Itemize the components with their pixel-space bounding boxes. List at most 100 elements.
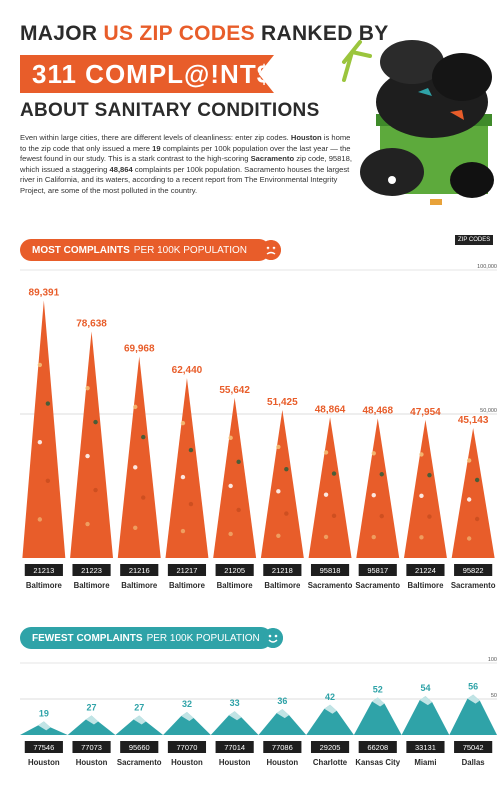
city-label: Baltimore xyxy=(264,581,301,590)
sad-face-icon xyxy=(261,240,281,260)
bar-95818 xyxy=(308,417,352,558)
zip-label: 75042 xyxy=(463,743,484,752)
ref-label-max: 100,000 xyxy=(477,264,497,270)
bar-66208 xyxy=(353,697,402,735)
bar-21205 xyxy=(213,397,257,558)
bar-mark xyxy=(451,427,495,558)
city-label: Baltimore xyxy=(121,581,158,590)
zip-label: 21218 xyxy=(272,566,293,575)
zip-label: 21224 xyxy=(415,566,436,575)
city-label: Sacramento xyxy=(355,581,400,590)
ref-label-max: 100 xyxy=(488,657,497,663)
zip-codes-tag: ZIP CODES xyxy=(455,235,494,245)
value-label: 56 xyxy=(468,682,478,692)
zip-tag-box xyxy=(167,564,207,576)
value-label: 51,425 xyxy=(267,397,298,408)
city-label: Sacramento xyxy=(117,758,162,767)
zip-label: 66208 xyxy=(367,743,388,752)
zip-tag-box xyxy=(72,564,111,576)
city-label: Dallas xyxy=(462,758,486,767)
zip-label: 77546 xyxy=(33,743,54,752)
fewest-complaints-chart: 100 50 19 77546 Houston 27 77073 Houston 27 95660… xyxy=(20,657,497,767)
bar-mark xyxy=(258,709,307,735)
bar-95817 xyxy=(356,418,400,558)
zip-label: 21223 xyxy=(81,566,102,575)
zip-tag-box xyxy=(120,564,159,576)
bar-21216 xyxy=(117,356,161,558)
zip-label: 21213 xyxy=(33,566,54,575)
zip-label: 77086 xyxy=(272,743,293,752)
zip-tag-box xyxy=(310,564,350,576)
zip-label: 21216 xyxy=(129,566,150,575)
bar-77073 xyxy=(67,715,116,735)
city-label: Houston xyxy=(267,758,299,767)
bar-mark xyxy=(165,378,209,558)
bar-mark xyxy=(356,418,400,558)
value-label: 19 xyxy=(39,708,49,718)
value-label: 69,968 xyxy=(124,343,155,354)
zip-label: 77070 xyxy=(177,743,198,752)
bar-mark xyxy=(403,419,447,558)
happy-face-icon xyxy=(263,628,283,648)
value-label: 42 xyxy=(325,692,335,702)
bar-21217 xyxy=(165,378,209,558)
zip-tag-box xyxy=(263,741,302,753)
value-label: 55,642 xyxy=(219,385,250,396)
fewest-complaints-header: FEWEST COMPLAINTS PER 100K POPULATION xyxy=(20,627,272,649)
city-label: Kansas City xyxy=(355,758,400,767)
bar-21213 xyxy=(22,300,66,558)
bar-mark xyxy=(401,696,450,735)
zip-tag-box xyxy=(72,741,111,753)
city-label: Sacramento xyxy=(308,581,353,590)
city-label: Miami xyxy=(414,758,436,767)
bar-mark xyxy=(67,715,116,735)
zip-tag-box xyxy=(310,741,350,753)
value-label: 89,391 xyxy=(29,288,60,299)
bar-21218 xyxy=(260,409,304,558)
zip-tag-box xyxy=(263,564,302,576)
ref-label-mid: 50 xyxy=(491,693,497,699)
bar-mark xyxy=(213,397,257,558)
value-label: 45,143 xyxy=(458,415,489,426)
bar-75042 xyxy=(449,694,497,735)
city-label: Charlotte xyxy=(313,758,348,767)
zip-label: 21217 xyxy=(177,566,198,575)
title-banner: 311 COMPL@!NT$ xyxy=(20,55,274,93)
value-label: 32 xyxy=(182,699,192,709)
bar-mark xyxy=(308,417,352,558)
bar-21224 xyxy=(403,419,447,558)
city-label: Sacramento xyxy=(451,581,496,590)
zip-tag-box xyxy=(215,741,254,753)
ref-label-mid: 50,000 xyxy=(480,408,497,414)
bar-77014 xyxy=(210,711,259,735)
bar-mark xyxy=(449,694,497,735)
zip-tag-box xyxy=(167,741,207,753)
bar-mark xyxy=(115,715,164,735)
zip-label: 29205 xyxy=(320,743,341,752)
trash-bin-illustration xyxy=(342,40,494,205)
bar-95822 xyxy=(451,427,495,558)
zip-tag-box xyxy=(24,741,63,753)
city-label: Houston xyxy=(171,758,203,767)
value-label: 54 xyxy=(420,683,430,693)
zip-label: 21205 xyxy=(224,566,245,575)
zip-label: 77014 xyxy=(224,743,245,752)
bar-mark xyxy=(22,300,66,558)
city-label: Houston xyxy=(76,758,108,767)
zip-tag-box xyxy=(120,741,159,753)
value-label: 62,440 xyxy=(172,365,203,376)
zip-label: 95660 xyxy=(129,743,150,752)
most-complaints-header: MOST COMPLAINTS PER 100K POPULATION xyxy=(20,239,270,261)
city-label: Baltimore xyxy=(74,581,111,590)
city-label: Houston xyxy=(219,758,251,767)
zip-label: 77073 xyxy=(81,743,102,752)
bar-mark xyxy=(210,711,259,735)
bar-95660 xyxy=(115,715,164,735)
city-label: Baltimore xyxy=(407,581,444,590)
zip-tag-box xyxy=(406,564,445,576)
value-label: 78,638 xyxy=(76,319,107,330)
zip-label: 95817 xyxy=(367,566,388,575)
zip-tag-box xyxy=(454,741,493,753)
zip-tag-box xyxy=(215,564,254,576)
zip-label: 33131 xyxy=(415,743,436,752)
